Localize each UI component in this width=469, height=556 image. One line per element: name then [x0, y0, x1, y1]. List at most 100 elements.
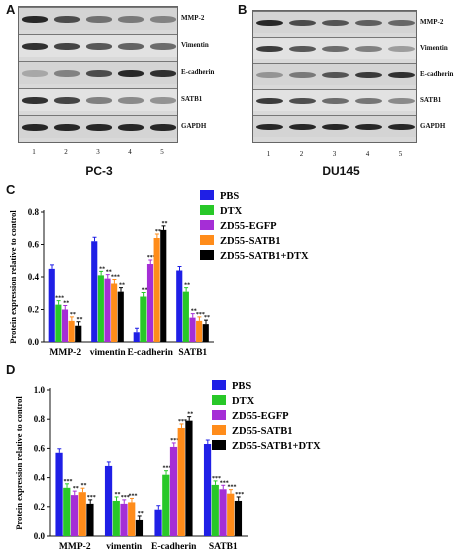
- blot-band: [256, 45, 283, 53]
- bar: [169, 446, 178, 536]
- blot-band: [355, 19, 382, 27]
- significance-label: ***: [178, 419, 187, 425]
- bar: [219, 489, 227, 536]
- blot-band: [54, 70, 80, 77]
- blot-band: [150, 70, 176, 77]
- blot-row-gapdh: [19, 115, 177, 138]
- y-tick-label: 0.8: [34, 414, 46, 424]
- blot-band: [289, 97, 316, 105]
- y-axis-label: Protein expression relative to control: [8, 210, 18, 344]
- legend-label: ZD55-SATB1: [232, 426, 292, 437]
- blot-band: [22, 124, 48, 131]
- significance-label: ***: [163, 466, 172, 472]
- blot-band: [355, 45, 382, 53]
- blot-band: [322, 97, 349, 105]
- legend-label: ZD55-SATB1+DTX: [232, 441, 321, 452]
- bar: [112, 500, 120, 536]
- bar: [70, 495, 79, 536]
- bar: [97, 275, 104, 342]
- bar: [128, 502, 136, 536]
- blot-band: [150, 97, 176, 104]
- blot-band: [322, 71, 349, 79]
- blot-band: [388, 123, 415, 131]
- significance-label: **: [63, 301, 69, 307]
- blot-band: [22, 16, 48, 23]
- x-tick-label: E-cadherin: [151, 542, 197, 552]
- bar-chart-c: Protein expression relative to control 0.…: [8, 190, 309, 358]
- legend-label: ZD55-EGFP: [232, 411, 289, 422]
- bar: [140, 296, 147, 342]
- blot-band: [54, 124, 80, 131]
- bar: [86, 503, 94, 536]
- blot-row-mmp-2: [253, 11, 416, 33]
- x-tick-label: MMP-2: [49, 348, 81, 358]
- blot-label: MMP-2: [420, 17, 444, 26]
- significance-label: **: [155, 229, 161, 235]
- blot-label: E-cadherin: [420, 69, 454, 78]
- y-tick-label: 1.0: [34, 385, 46, 395]
- y-tick-label: 0.2: [28, 305, 40, 315]
- blot-band: [289, 45, 316, 53]
- significance-label: **: [187, 412, 193, 418]
- legend-label: DTX: [220, 206, 243, 217]
- blot-band: [22, 43, 48, 50]
- bar: [117, 291, 124, 342]
- lane-number: 2: [64, 148, 68, 156]
- lane-number: 3: [332, 150, 337, 158]
- lane-number: 4: [128, 148, 132, 156]
- lane-number: 5: [160, 148, 164, 156]
- y-tick-label: 0.4: [28, 272, 40, 282]
- significance-label: **: [70, 312, 76, 318]
- legend-label: DTX: [232, 396, 255, 407]
- blot-band: [86, 124, 112, 131]
- x-tick-label: E-cadherin: [128, 348, 174, 358]
- blot-band: [22, 97, 48, 104]
- blot-band: [289, 71, 316, 79]
- blot-label: GAPDH: [420, 121, 446, 130]
- significance-label: **: [119, 283, 125, 289]
- blot-band: [54, 97, 80, 104]
- significance-label: ***: [87, 495, 96, 501]
- blot-band: [150, 43, 176, 50]
- blot-band: [355, 97, 382, 105]
- bar: [162, 474, 170, 536]
- bar: [78, 492, 86, 536]
- blot-label: Vimentin: [420, 43, 448, 52]
- significance-label: ***: [64, 479, 73, 485]
- y-tick-label: 0.0: [28, 337, 40, 347]
- significance-label: **: [73, 486, 79, 492]
- y-axis-label: Protein expression relative to control: [14, 396, 24, 530]
- blot-band: [118, 16, 144, 23]
- y-tick-label: 0.6: [28, 240, 40, 250]
- bar: [111, 283, 118, 342]
- significance-label: **: [142, 288, 148, 294]
- significance-label: ***: [55, 296, 64, 302]
- y-tick-label: 0.0: [34, 531, 46, 541]
- x-tick-label: SATB1: [178, 348, 207, 358]
- blot-label: SATB1: [181, 95, 203, 104]
- blot-row-e-cadherin: [253, 63, 416, 85]
- x-tick-label: SATB1: [209, 542, 238, 552]
- legend-label: PBS: [232, 381, 251, 392]
- western-blot-du145: [252, 10, 417, 143]
- significance-label: **: [77, 317, 83, 323]
- bar: [203, 444, 212, 536]
- bar: [61, 309, 69, 342]
- bar: [196, 320, 203, 342]
- blot-band: [256, 19, 283, 27]
- bar: [234, 500, 243, 536]
- bar: [120, 503, 128, 536]
- blot-row-gapdh: [253, 115, 416, 137]
- significance-label: ***: [128, 493, 137, 499]
- blot-band: [388, 19, 415, 27]
- y-tick-label: 0.8: [28, 207, 40, 217]
- blot-band: [322, 123, 349, 131]
- blot-band: [86, 43, 112, 50]
- legend-swatch: [212, 410, 226, 420]
- legend-swatch: [200, 250, 214, 260]
- significance-label: ***: [212, 476, 221, 482]
- legend-swatch: [212, 440, 226, 450]
- significance-label: ***: [220, 480, 229, 486]
- western-blot-pc3: [18, 6, 178, 143]
- significance-label: **: [191, 309, 197, 315]
